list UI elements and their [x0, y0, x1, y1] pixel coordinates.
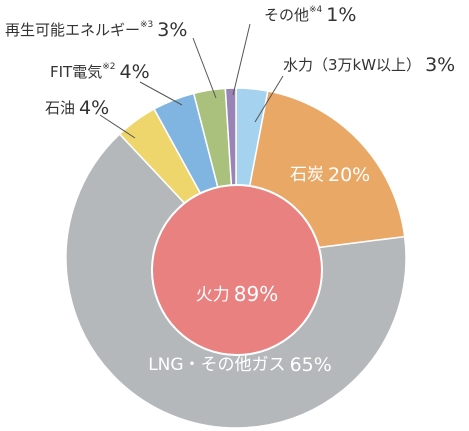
- slice-label: 石炭 20%: [290, 164, 370, 186]
- inner-circle: [151, 184, 323, 356]
- category-label: 水力（3万kW以上）: [283, 56, 421, 74]
- leader-line: [232, 23, 251, 96]
- category-label: FIT電気: [50, 63, 102, 81]
- category-label: その他: [264, 6, 309, 24]
- inner-category: 火力: [196, 285, 230, 305]
- note: ※2: [102, 62, 115, 72]
- category-label: 石油: [45, 99, 75, 117]
- value-label: 4%: [120, 61, 150, 83]
- inner-value: 89%: [234, 282, 278, 306]
- note: ※4: [309, 5, 323, 15]
- slice-label: 再生可能エネルギー※3 3%: [5, 19, 187, 41]
- value-label: 20%: [328, 164, 370, 186]
- value-label: 65%: [290, 354, 332, 376]
- value-label: 3%: [425, 54, 455, 76]
- leader-line: [254, 75, 284, 123]
- value-label: 3%: [157, 19, 187, 41]
- value-label: 4%: [79, 97, 109, 119]
- value-label: 1%: [326, 4, 356, 26]
- slice-label: その他※4 1%: [264, 4, 356, 26]
- leader-line: [192, 37, 217, 99]
- slice-label: FIT電気※2 4%: [50, 61, 150, 83]
- slice-label: 石油 4%: [45, 97, 109, 119]
- slice-label: 水力（3万kW以上） 3%: [283, 54, 455, 76]
- leader-line: [99, 114, 136, 139]
- category-label: LNG・その他ガス: [148, 355, 285, 375]
- inner-label: 火力 89%: [196, 282, 278, 306]
- leader-line: [139, 81, 183, 106]
- category-label: 石炭: [290, 165, 324, 185]
- slice-label: LNG・その他ガス 65%: [148, 354, 332, 376]
- note: ※3: [140, 20, 153, 30]
- category-label: 再生可能エネルギー: [5, 21, 140, 39]
